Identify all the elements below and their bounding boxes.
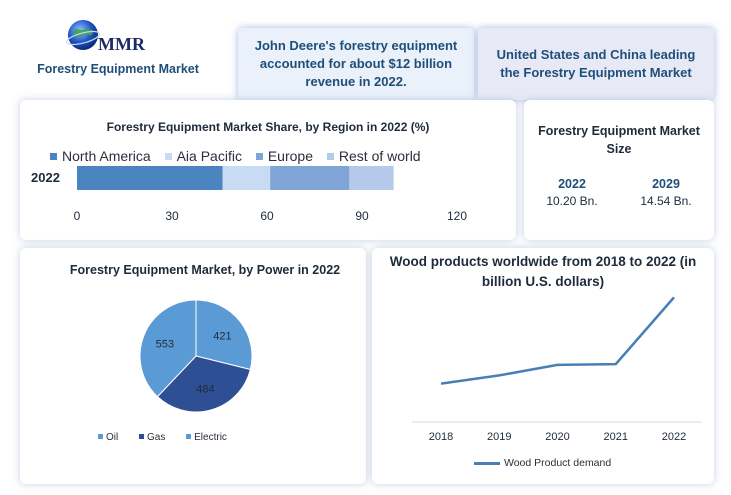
x-tick-label: 90	[355, 209, 369, 223]
x-tick-label: 0	[74, 209, 81, 223]
legend-swatch	[50, 152, 57, 160]
highlight-text-leaders: United States and China leading the Fore…	[496, 47, 696, 80]
legend-swatch	[326, 152, 334, 160]
category-label-2022: 2022	[31, 170, 60, 185]
x-tick-label: 120	[447, 209, 467, 223]
market-size-year: 2029	[652, 177, 680, 191]
legend-item-electric: Electric	[186, 432, 227, 443]
legend-item-rest-of-world: Rest of world	[326, 148, 421, 164]
wood-products-title: Wood products worldwide from 2018 to 202…	[389, 254, 697, 289]
x-tick-label: 2020	[545, 431, 569, 443]
highlight-box-leaders: United States and China leading the Fore…	[478, 28, 714, 100]
x-tick-label: 30	[165, 209, 179, 223]
legend-label: Rest of world	[338, 148, 421, 164]
x-tick-label: 2018	[429, 431, 453, 443]
pie-slice-oil	[139, 299, 197, 398]
market-size-2029: 2029 14.54 Bn.	[626, 176, 706, 210]
legend-swatch	[139, 433, 145, 439]
bar-north-america	[77, 166, 223, 190]
power-pie-title: Forestry Equipment Market, by Power in 2…	[69, 263, 341, 277]
legend-swatch	[186, 433, 192, 439]
legend-label: Wood Product demand	[504, 457, 612, 469]
legend-item-gas: Gas	[139, 432, 165, 443]
highlight-box-revenue: John Deere's forestry equipment accounte…	[238, 28, 474, 100]
region-share-chart: 2022 0 30 60 90 120	[31, 166, 467, 223]
logo-text: MMR	[98, 34, 145, 54]
region-share-legend: North America Aia Pacific Europe Rest of…	[50, 148, 431, 164]
wood-products-chart: 2018 2019 2020 2021 2022	[412, 296, 702, 443]
legend-item-north-america: North America	[50, 148, 151, 164]
legend-label: North America	[62, 148, 151, 164]
pie-data-label: 484	[196, 383, 214, 395]
market-size-year: 2022	[558, 177, 586, 191]
legend-item-europe: Europe	[255, 148, 313, 164]
region-share-panel: Forestry Equipment Market Share, by Regi…	[20, 100, 516, 240]
legend-label: Aia Pacific	[176, 148, 242, 164]
market-size-panel: Forestry Equipment Market Size 2022 10.2…	[524, 100, 714, 240]
legend-swatch	[98, 433, 103, 439]
series-line-wood-demand	[440, 296, 675, 385]
pie-data-label: 553	[156, 339, 174, 351]
globe-logo-icon	[66, 20, 100, 50]
region-share-title: Forestry Equipment Market Share, by Regi…	[106, 120, 430, 134]
wood-products-legend: Wood Product demand	[474, 457, 611, 469]
market-size-2022: 2022 10.20 Bn.	[532, 176, 612, 210]
market-size-value: 14.54 Bn.	[640, 194, 692, 208]
bar-europe	[270, 166, 350, 190]
x-tick-label: 2022	[662, 431, 686, 443]
x-tick-label: 2019	[487, 431, 511, 443]
legend-swatch	[164, 152, 172, 160]
bar-rest-of-world	[349, 166, 394, 190]
bar-asia-pacific	[222, 166, 271, 190]
pie-slice-electric	[195, 299, 253, 371]
highlight-text-revenue: John Deere's forestry equipment accounte…	[254, 38, 458, 89]
legend-label: Electric	[194, 432, 227, 443]
legend-swatch	[474, 461, 500, 465]
x-tick-label: 2021	[604, 431, 628, 443]
power-pie-legend: Oil Gas Electric	[98, 432, 245, 443]
legend-item-oil: Oil	[98, 432, 118, 443]
pie-data-label: 421	[213, 330, 231, 342]
legend-item-asia-pacific: Aia Pacific	[164, 148, 242, 164]
logo-area: MMR Forestry Equipment Market	[18, 12, 218, 82]
market-size-value: 10.20 Bn.	[546, 194, 598, 208]
site-title[interactable]: Forestry Equipment Market	[37, 62, 199, 76]
legend-label: Europe	[267, 148, 313, 164]
power-pie-chart: 421 484 553	[139, 299, 253, 413]
pie-slice-gas	[156, 355, 251, 413]
legend-swatch	[255, 152, 263, 160]
power-pie-panel: Forestry Equipment Market, by Power in 2…	[20, 248, 366, 484]
x-tick-label: 60	[260, 209, 274, 223]
legend-label: Gas	[147, 432, 166, 443]
wood-products-panel: Wood products worldwide from 2018 to 202…	[372, 248, 714, 484]
legend-label: Oil	[106, 432, 119, 443]
market-size-title: Forestry Equipment Market Size	[538, 124, 700, 156]
